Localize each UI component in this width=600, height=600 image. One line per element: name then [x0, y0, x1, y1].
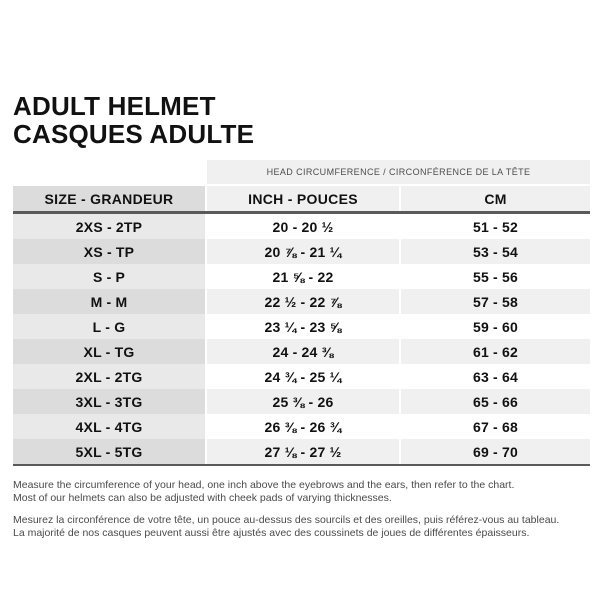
inch-cell: 22 ½ - 22 ⅞: [207, 289, 399, 314]
instructions-en-line1: Measure the circumference of your head, …: [13, 479, 515, 491]
page-title: ADULT HELMET CASQUES ADULTE: [13, 0, 590, 148]
inch-cell: 24 ¾ - 25 ¼: [207, 364, 399, 389]
table-span-header-row: HEAD CIRCUMFERENCE / CIRCONFÉRENCE DE LA…: [13, 160, 590, 184]
table-row: 5XL - 5TG 27 ⅛ - 27 ½ 69 - 70: [13, 439, 590, 464]
cm-cell: 65 - 66: [401, 389, 590, 414]
table-row: XS - TP 20 ⅞ - 21 ¼ 53 - 54: [13, 239, 590, 264]
table-row: M - M 22 ½ - 22 ⅞ 57 - 58: [13, 289, 590, 314]
size-cell: 2XL - 2TG: [13, 364, 205, 389]
table-row: XL - TG 24 - 24 ⅜ 61 - 62: [13, 339, 590, 364]
size-cell: 5XL - 5TG: [13, 439, 205, 464]
inch-cell: 27 ⅛ - 27 ½: [207, 439, 399, 464]
instructions-fr-line2: La majorité de nos casques peuvent aussi…: [13, 527, 530, 539]
cm-cell: 63 - 64: [401, 364, 590, 389]
table-row: 2XS - 2TP 20 - 20 ½ 51 - 52: [13, 214, 590, 239]
size-cell: 2XS - 2TP: [13, 214, 205, 239]
size-cell: L - G: [13, 314, 205, 339]
size-cell: 4XL - 4TG: [13, 414, 205, 439]
table-row: 2XL - 2TG 24 ¾ - 25 ¼ 63 - 64: [13, 364, 590, 389]
inch-cell: 26 ⅜ - 26 ¾: [207, 414, 399, 439]
size-chart-table: HEAD CIRCUMFERENCE / CIRCONFÉRENCE DE LA…: [13, 160, 590, 466]
table-row: L - G 23 ¼ - 23 ⅝ 59 - 60: [13, 314, 590, 339]
cm-cell: 67 - 68: [401, 414, 590, 439]
cm-cell: 59 - 60: [401, 314, 590, 339]
inch-cell: 20 ⅞ - 21 ¼: [207, 239, 399, 264]
inch-cell: 25 ⅜ - 26: [207, 389, 399, 414]
table-bottom-line: [13, 464, 590, 466]
cm-cell: 55 - 56: [401, 264, 590, 289]
size-cell: 3XL - 3TG: [13, 389, 205, 414]
cm-cell: 69 - 70: [401, 439, 590, 464]
head-circumference-header: HEAD CIRCUMFERENCE / CIRCONFÉRENCE DE LA…: [207, 160, 590, 184]
table-row: 3XL - 3TG 25 ⅜ - 26 65 - 66: [13, 389, 590, 414]
header-divider-line: [13, 211, 590, 214]
table-row: 4XL - 4TG 26 ⅜ - 26 ¾ 67 - 68: [13, 414, 590, 439]
inch-cell: 23 ¼ - 23 ⅝: [207, 314, 399, 339]
instructions-en-line2: Most of our helmets can also be adjusted…: [13, 492, 392, 504]
size-cell: XL - TG: [13, 339, 205, 364]
instructions-fr-line1: Mesurez la circonférence de votre tête, …: [13, 514, 560, 526]
inch-cell: 21 ⅝ - 22: [207, 264, 399, 289]
cm-cell: 51 - 52: [401, 214, 590, 239]
inch-cell: 24 - 24 ⅜: [207, 339, 399, 364]
inch-cell: 20 - 20 ½: [207, 214, 399, 239]
table-column-header-row: SIZE - GRANDEUR INCH - POUCES CM: [13, 186, 590, 211]
size-cell: S - P: [13, 264, 205, 289]
cm-cell: 53 - 54: [401, 239, 590, 264]
title-french: CASQUES ADULTE: [13, 119, 255, 149]
cm-cell: 61 - 62: [401, 339, 590, 364]
column-header-inch: INCH - POUCES: [207, 186, 399, 211]
instructions-english: Measure the circumference of your head, …: [13, 479, 590, 505]
size-cell: XS - TP: [13, 239, 205, 264]
column-header-size: SIZE - GRANDEUR: [13, 186, 205, 211]
cm-cell: 57 - 58: [401, 289, 590, 314]
title-english: ADULT HELMET: [13, 91, 216, 121]
measurement-instructions: Measure the circumference of your head, …: [13, 479, 590, 540]
column-header-cm: CM: [401, 186, 590, 211]
instructions-french: Mesurez la circonférence de votre tête, …: [13, 514, 590, 540]
table-row: S - P 21 ⅝ - 22 55 - 56: [13, 264, 590, 289]
size-cell: M - M: [13, 289, 205, 314]
span-header-spacer: [13, 160, 205, 184]
